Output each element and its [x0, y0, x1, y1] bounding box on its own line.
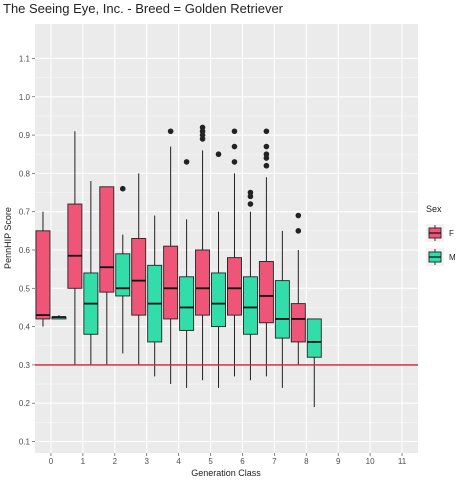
outlier-point — [199, 128, 206, 135]
box-M-7 — [274, 230, 290, 388]
box-F-0 — [35, 211, 51, 327]
x-tick-label: 9 — [336, 457, 341, 466]
box-F-3 — [131, 173, 147, 365]
y-axis-title: PennHIP Score — [3, 207, 13, 269]
outlier-point — [247, 193, 254, 200]
y-tick-label: 1.1 — [19, 54, 31, 63]
box-iqr — [258, 261, 274, 324]
y-tick-label: 0.9 — [19, 131, 31, 140]
box-F-2 — [99, 186, 115, 365]
outlier-point — [215, 151, 222, 158]
box-iqr — [211, 272, 226, 328]
x-tick-label: 6 — [240, 457, 245, 466]
outlier-point — [263, 162, 270, 169]
box-F-7 — [258, 128, 274, 377]
legend: Sex F M — [426, 204, 456, 266]
y-tick-label: 0.1 — [19, 438, 31, 447]
box-M-2 — [115, 185, 131, 354]
outlier-point — [199, 124, 206, 131]
box-F-1 — [67, 131, 83, 365]
legend-label-M: M — [449, 253, 456, 262]
outlier-point — [295, 228, 302, 234]
x-axis-ticks: 0 1 2 3 4 5 6 7 8 9 10 11 — [49, 453, 407, 466]
x-tick-label: 2 — [113, 457, 118, 466]
legend-label-F: F — [449, 229, 454, 238]
y-tick-label: 0.3 — [19, 361, 31, 370]
box-M-5 — [211, 151, 226, 388]
outlier-point — [295, 212, 302, 219]
x-tick-label: 8 — [304, 457, 309, 466]
outlier-point — [199, 136, 206, 142]
outlier-point — [263, 128, 270, 135]
box-M-4 — [179, 159, 195, 388]
box-iqr — [195, 249, 211, 316]
x-tick-label: 7 — [272, 457, 277, 466]
outlier-point — [231, 159, 238, 165]
box-F-5 — [195, 124, 211, 381]
box-iqr — [115, 253, 131, 297]
x-tick-label: 0 — [49, 457, 54, 466]
box-iqr — [290, 303, 306, 343]
y-axis-ticks: 0.1 0.2 0.3 0.4 0.5 0.6 0.7 0.8 0.9 1.0 1.1 — [19, 54, 35, 447]
y-tick-label: 0.8 — [19, 169, 31, 178]
plot-panel — [35, 24, 418, 453]
box-M-3 — [147, 215, 163, 377]
box-iqr — [306, 318, 322, 358]
box-F-6 — [227, 128, 242, 377]
outlier-point — [247, 201, 254, 207]
outlier-point — [199, 132, 206, 138]
legend-title: Sex — [426, 204, 442, 214]
outlier-point — [263, 155, 270, 161]
y-tick-label: 0.2 — [19, 399, 31, 408]
box-iqr — [131, 238, 147, 316]
outlier-point — [183, 159, 190, 165]
x-tick-label: 11 — [398, 457, 407, 466]
outlier-point — [231, 128, 238, 135]
y-tick-label: 1.0 — [19, 93, 31, 102]
box-M-1 — [83, 181, 99, 365]
box-iqr — [242, 276, 258, 335]
box-F-8 — [290, 212, 306, 365]
box-iqr — [227, 257, 242, 316]
box-M-6 — [242, 189, 258, 381]
y-tick-label: 0.7 — [19, 208, 31, 217]
outlier-point — [247, 189, 254, 196]
y-tick-label: 0.5 — [19, 284, 31, 293]
x-tick-label: 3 — [144, 457, 149, 466]
box-iqr — [274, 280, 290, 339]
y-tick-label: 0.4 — [19, 323, 31, 332]
box-iqr — [99, 186, 115, 293]
box-iqr — [179, 276, 195, 331]
outlier-point — [263, 143, 270, 150]
box-M-0 — [51, 315, 67, 320]
x-tick-label: 1 — [81, 457, 86, 466]
outlier-point — [119, 185, 126, 192]
box-iqr — [163, 245, 179, 320]
y-tick-label: 0.6 — [19, 246, 31, 255]
x-tick-label: 4 — [176, 457, 181, 466]
x-axis-title: Generation Class — [191, 468, 261, 478]
chart-title: The Seeing Eye, Inc. - Breed = Golden Re… — [3, 1, 284, 16]
box-iqr — [35, 230, 51, 320]
outlier-point — [167, 128, 174, 135]
boxes — [35, 124, 322, 408]
box-iqr — [67, 203, 83, 289]
box-F-4 — [163, 128, 179, 385]
x-tick-label: 10 — [366, 457, 375, 466]
outlier-point — [263, 151, 270, 158]
outlier-point — [231, 143, 238, 150]
x-tick-label: 5 — [208, 457, 213, 466]
